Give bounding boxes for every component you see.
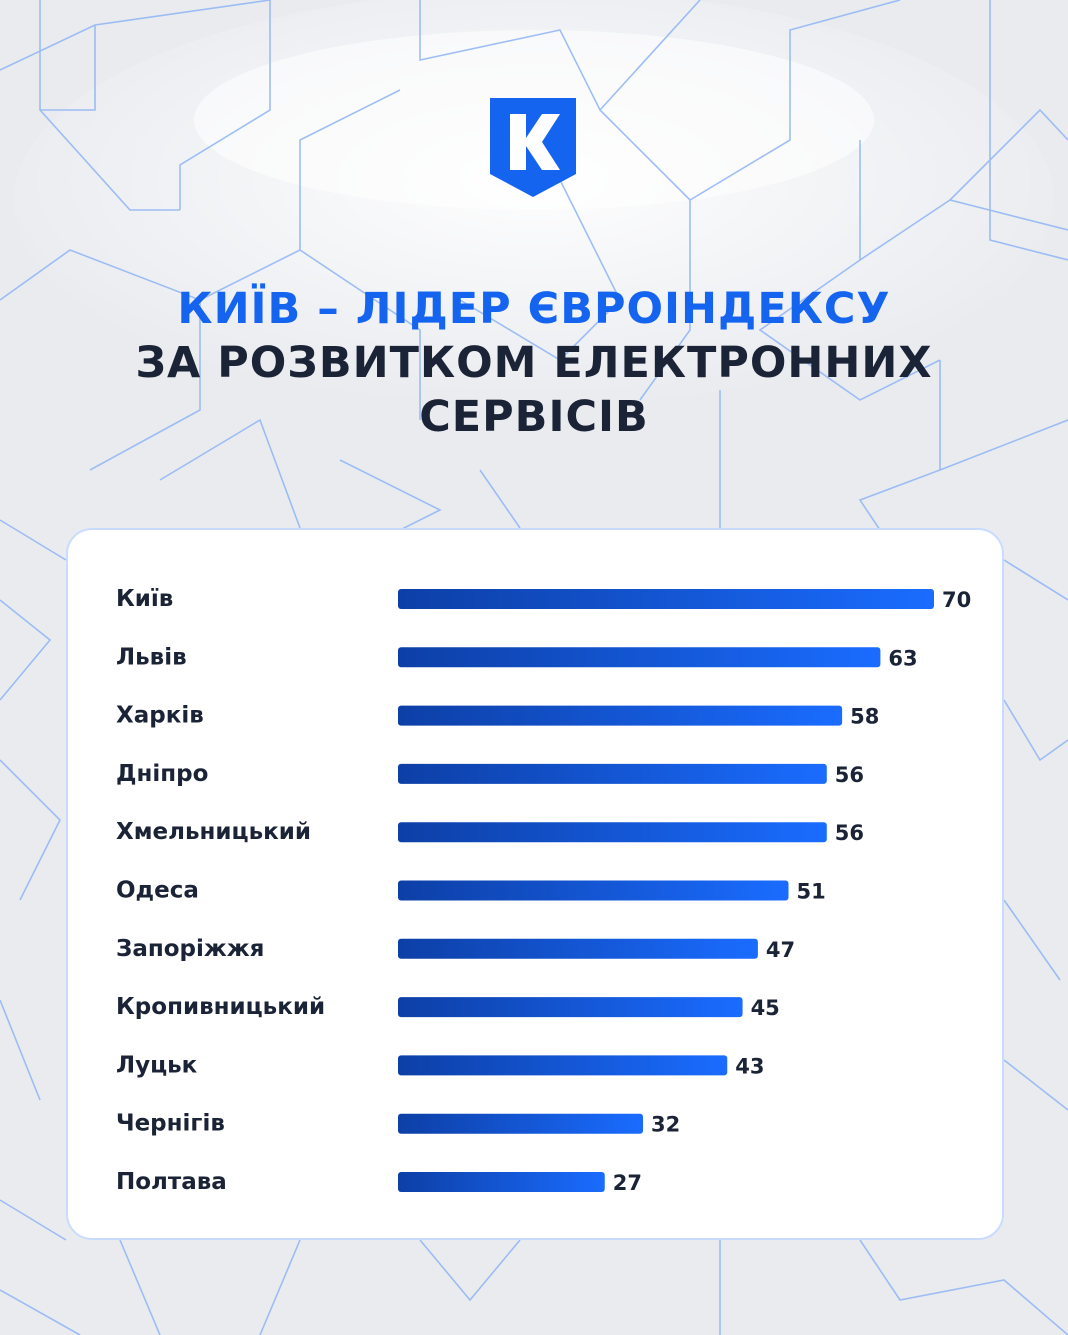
bar	[398, 1172, 605, 1192]
bar	[398, 1113, 644, 1134]
category-label: Запоріжжя	[116, 936, 264, 962]
headline: Київ – лідер Євроіндексу за розвитком ел…	[0, 282, 1068, 444]
value-label: 51	[797, 880, 826, 904]
value-label: 43	[735, 1054, 764, 1078]
value-label: 45	[751, 996, 780, 1020]
chart-card: Київ 70 Львів 63 Харків 58 Дніпро 56 Хмельницьки…	[66, 528, 1004, 1240]
category-label: Кропивницький	[116, 994, 325, 1020]
value-label: 56	[835, 763, 864, 787]
category-label: Львів	[116, 644, 187, 670]
value-label: 70	[942, 588, 971, 612]
k-shield-logo	[490, 98, 576, 197]
value-label: 47	[766, 938, 795, 962]
value-label: 58	[850, 705, 879, 729]
value-label: 32	[651, 1113, 680, 1137]
category-label: Хмельницький	[116, 819, 311, 845]
category-label: Харків	[116, 703, 204, 729]
headline-line-2: за розвитком електронних	[135, 338, 933, 388]
bar	[398, 763, 827, 784]
bar	[398, 1055, 728, 1076]
value-label: 56	[835, 821, 864, 845]
value-label: 27	[613, 1171, 642, 1195]
bar	[398, 647, 881, 668]
bar	[398, 589, 934, 609]
value-label: 63	[888, 646, 917, 670]
bar	[398, 822, 827, 843]
category-label: Луцьк	[116, 1052, 198, 1078]
category-label: Київ	[116, 586, 173, 612]
category-label: Одеса	[116, 878, 199, 904]
category-label: Чернігів	[116, 1111, 225, 1137]
headline-line-3: сервісів	[419, 392, 649, 442]
bar	[398, 997, 743, 1018]
bar	[398, 938, 758, 959]
category-label: Полтава	[116, 1169, 227, 1195]
category-label: Дніпро	[116, 761, 208, 787]
headline-line-1: Київ – лідер Євроіндексу	[177, 284, 891, 334]
bar	[398, 705, 843, 726]
bar-chart: Київ 70 Львів 63 Харків 58 Дніпро 56 Хмельницьки…	[116, 586, 971, 1195]
bar	[398, 880, 789, 901]
